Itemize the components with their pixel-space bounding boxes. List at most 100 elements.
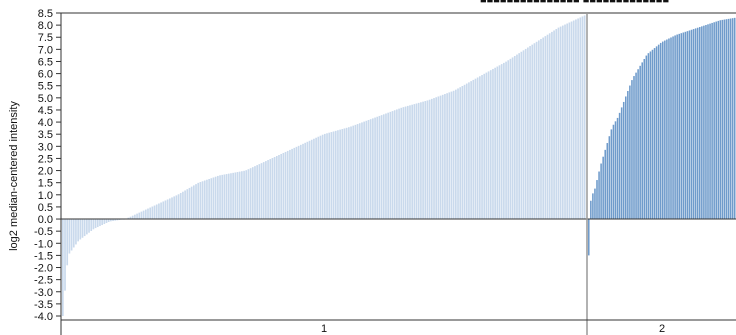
bar-group-1 — [62, 15, 586, 316]
y-tick-label: 7.0 — [38, 44, 53, 56]
bar — [335, 131, 337, 219]
bar — [217, 176, 219, 219]
bar — [734, 18, 736, 219]
bar — [547, 35, 549, 219]
bar — [658, 45, 660, 219]
bar — [138, 213, 140, 219]
bar — [103, 219, 105, 224]
bar — [724, 20, 726, 219]
bar — [510, 59, 512, 219]
bar — [558, 28, 560, 219]
y-tick-label: 8.5 — [38, 8, 53, 20]
bar — [730, 19, 732, 220]
bar — [132, 216, 134, 219]
bar — [311, 140, 313, 219]
bar — [582, 16, 584, 219]
bar — [73, 219, 75, 247]
bar — [507, 60, 509, 219]
bar — [660, 43, 662, 219]
category-label-2: 2 — [659, 323, 665, 335]
bar — [352, 126, 354, 219]
bar — [501, 64, 503, 219]
bar — [720, 20, 722, 219]
bar — [141, 212, 143, 219]
bar — [337, 130, 339, 219]
bar — [542, 38, 544, 219]
bar — [588, 219, 590, 255]
bar — [221, 175, 223, 219]
y-tick-label: -1.0 — [34, 238, 53, 250]
bar — [307, 142, 309, 219]
bar — [173, 196, 175, 219]
bar — [678, 34, 680, 219]
bar — [269, 159, 271, 219]
bar — [584, 15, 586, 219]
bar — [291, 149, 293, 219]
bar — [245, 170, 247, 219]
y-tick-label: -3.5 — [34, 299, 53, 311]
bar — [390, 112, 392, 219]
bar — [732, 18, 734, 219]
bar — [617, 118, 619, 219]
bar — [226, 174, 228, 219]
bars — [62, 15, 736, 316]
bar — [379, 116, 381, 219]
bar — [252, 167, 254, 219]
bar — [239, 172, 241, 219]
bar — [623, 102, 625, 219]
bar — [278, 155, 280, 219]
bar — [579, 17, 581, 219]
bar — [697, 28, 699, 219]
bar — [407, 106, 409, 219]
bar — [71, 219, 73, 250]
bar — [184, 190, 186, 219]
bar — [350, 126, 352, 219]
y-tick-label: 2.5 — [38, 153, 53, 165]
bar — [206, 180, 208, 219]
bar — [538, 40, 540, 219]
bar — [555, 29, 557, 219]
legend-text: ■■■■■■■■■■■■■■■ ■■■■■■■■■■■■■ — [480, 0, 669, 6]
bar — [210, 178, 212, 219]
bar — [250, 168, 252, 219]
bar — [431, 99, 433, 219]
bar — [468, 82, 470, 219]
bar — [62, 219, 64, 316]
bar — [263, 162, 265, 219]
bar — [165, 200, 167, 219]
category-labels: 12 — [321, 323, 665, 335]
bar — [529, 46, 531, 219]
bar — [136, 214, 138, 219]
bar — [394, 110, 396, 219]
bar — [346, 128, 348, 219]
bar — [265, 161, 267, 219]
bar — [625, 96, 627, 219]
y-tick-label: 3.5 — [38, 129, 53, 141]
bar-group-2 — [588, 18, 736, 256]
bar — [254, 166, 256, 219]
bar — [344, 128, 346, 219]
bar — [674, 35, 676, 219]
bar — [359, 123, 361, 219]
bar — [77, 219, 79, 241]
bar — [427, 100, 429, 219]
bar — [505, 62, 507, 219]
bar — [551, 32, 553, 219]
bar — [637, 69, 639, 219]
bar — [536, 42, 538, 219]
bar — [652, 50, 654, 219]
bar — [97, 219, 99, 227]
bar — [370, 119, 372, 219]
bar — [99, 219, 101, 226]
bar — [464, 85, 466, 219]
bar — [147, 209, 149, 219]
bar — [607, 143, 609, 219]
bar — [631, 80, 633, 219]
legend: ■■■■■■■■■■■■■■■ ■■■■■■■■■■■■■ — [480, 0, 669, 6]
bar — [200, 182, 202, 219]
bar — [462, 86, 464, 219]
bar — [333, 131, 335, 219]
bar — [523, 50, 525, 219]
y-tick-label: 0.5 — [38, 202, 53, 214]
bar — [691, 30, 693, 219]
